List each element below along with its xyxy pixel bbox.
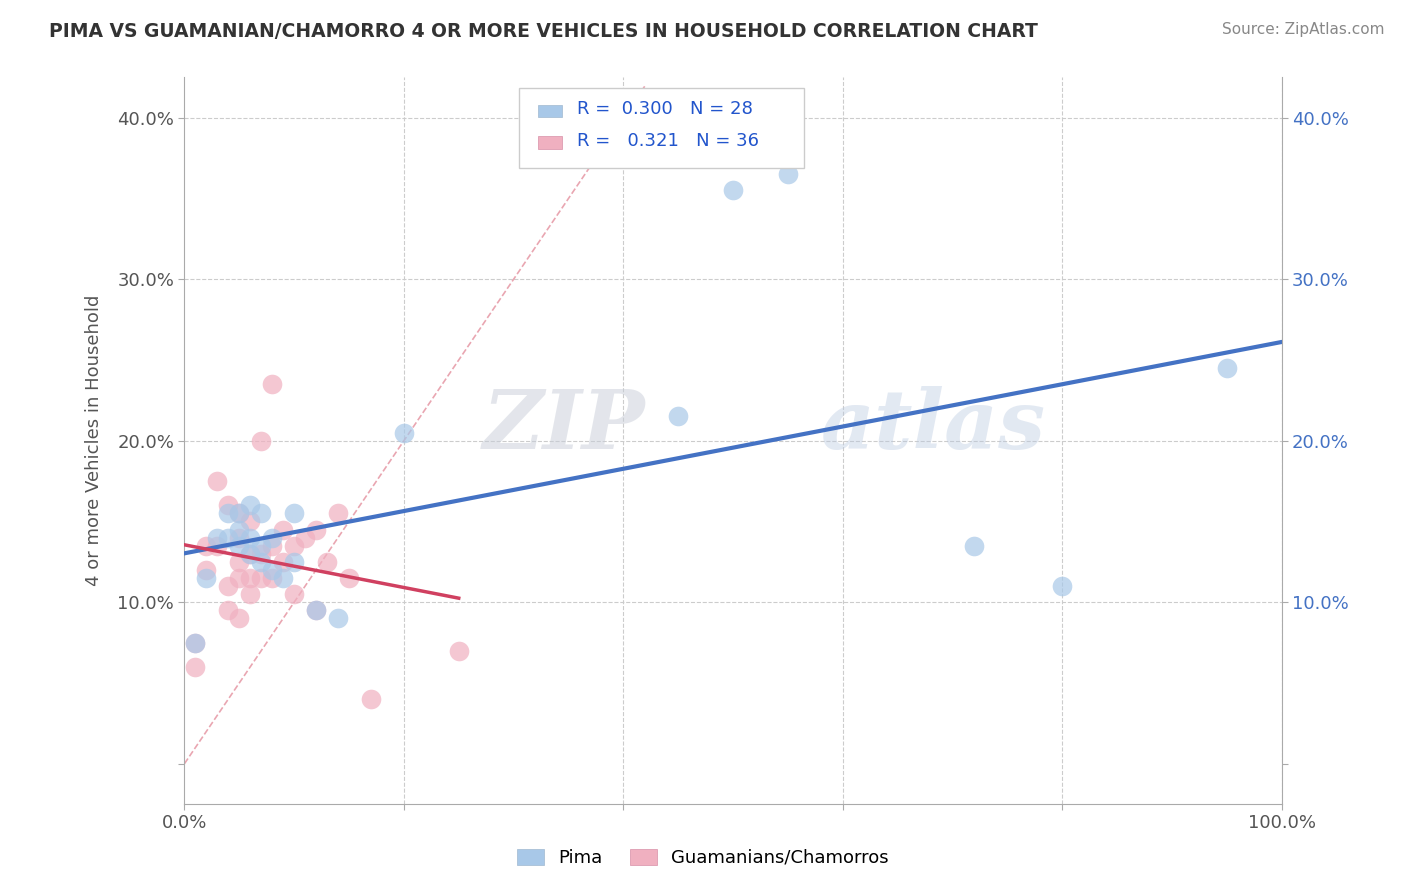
Point [217, 507, 239, 521]
Point [1050, 579, 1073, 593]
Point [262, 563, 284, 577]
Point [195, 563, 218, 577]
Point [207, 531, 229, 545]
Point [360, 692, 382, 706]
Point [283, 587, 305, 601]
Text: atlas: atlas [821, 386, 1046, 467]
Point [1215, 361, 1237, 376]
Y-axis label: 4 or more Vehicles in Household: 4 or more Vehicles in Household [86, 295, 103, 586]
Point [228, 611, 250, 625]
Point [228, 523, 250, 537]
Point [184, 635, 207, 649]
Point [239, 571, 262, 585]
Point [271, 523, 294, 537]
Point [666, 409, 689, 424]
Point [337, 571, 360, 585]
Point [262, 377, 284, 392]
Text: PIMA VS GUAMANIAN/CHAMORRO 4 OR MORE VEHICLES IN HOUSEHOLD CORRELATION CHART: PIMA VS GUAMANIAN/CHAMORRO 4 OR MORE VEH… [49, 22, 1038, 41]
Point [305, 523, 328, 537]
Point [305, 603, 328, 617]
Point [271, 571, 294, 585]
Point [228, 531, 250, 545]
Point [305, 603, 328, 617]
Point [239, 587, 262, 601]
Point [228, 507, 250, 521]
Point [392, 425, 415, 440]
Point [250, 507, 273, 521]
Point [271, 555, 294, 569]
Point [963, 539, 986, 553]
Text: ZIP: ZIP [482, 386, 645, 467]
Point [250, 571, 273, 585]
Point [262, 531, 284, 545]
Point [283, 555, 305, 569]
Point [316, 555, 339, 569]
Point [721, 184, 744, 198]
Point [217, 579, 239, 593]
Point [239, 531, 262, 545]
FancyBboxPatch shape [537, 104, 562, 118]
Point [250, 434, 273, 448]
Point [228, 539, 250, 553]
Point [294, 531, 316, 545]
Text: Source: ZipAtlas.com: Source: ZipAtlas.com [1222, 22, 1385, 37]
Point [326, 507, 349, 521]
Point [239, 498, 262, 512]
Point [776, 167, 799, 181]
Point [283, 539, 305, 553]
Point [207, 474, 229, 488]
Point [217, 603, 239, 617]
Point [217, 498, 239, 512]
Point [195, 571, 218, 585]
Point [250, 539, 273, 553]
Point [228, 555, 250, 569]
Point [217, 531, 239, 545]
Point [262, 571, 284, 585]
Point [283, 507, 305, 521]
Point [447, 643, 470, 657]
Point [239, 515, 262, 529]
Point [228, 571, 250, 585]
Point [262, 539, 284, 553]
Point [250, 555, 273, 569]
Legend: Pima, Guamanians/Chamorros: Pima, Guamanians/Chamorros [510, 841, 896, 874]
Point [239, 547, 262, 561]
Point [184, 659, 207, 673]
Point [228, 507, 250, 521]
Point [184, 635, 207, 649]
Point [195, 539, 218, 553]
FancyBboxPatch shape [537, 136, 562, 149]
Point [239, 547, 262, 561]
Point [207, 539, 229, 553]
Text: R =  0.300   N = 28: R = 0.300 N = 28 [578, 101, 754, 119]
Point [326, 611, 349, 625]
FancyBboxPatch shape [519, 88, 804, 169]
Point [250, 547, 273, 561]
Text: R =   0.321   N = 36: R = 0.321 N = 36 [578, 132, 759, 150]
